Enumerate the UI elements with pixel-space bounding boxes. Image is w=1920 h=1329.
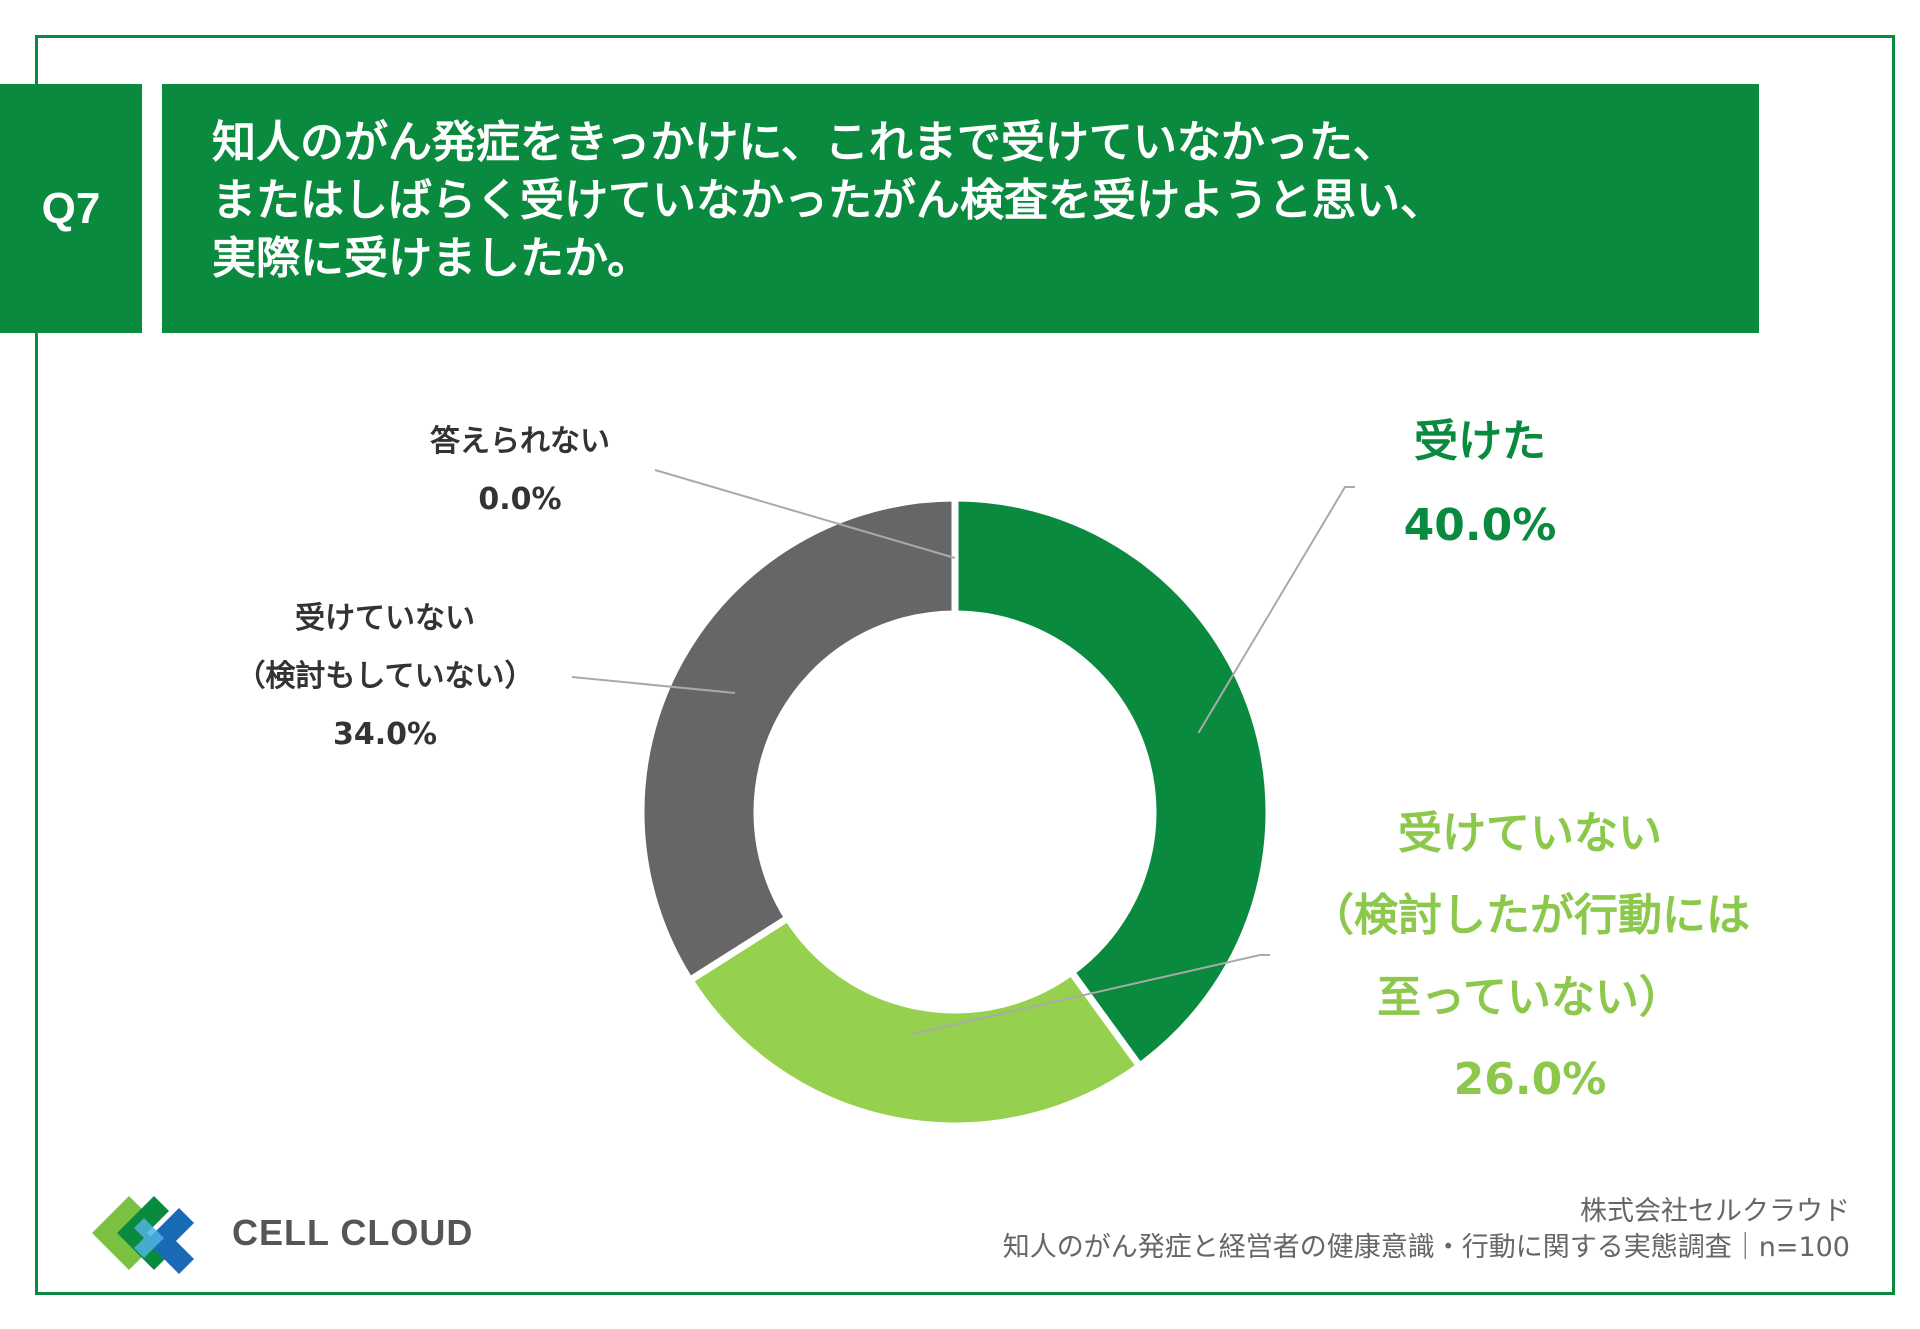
label-considered: 受けていない （検討したが行動には 至っていない） 26.0% [1290,793,1770,1121]
label-unanswered: 答えられない 0.0% [390,413,650,529]
label-unanswered-name: 答えられない [430,424,610,459]
source-company: 株式会社セルクラウド [1580,1196,1850,1227]
label-unanswered-value: 0.0% [478,482,562,517]
logo-text: CELL CLOUD [232,1212,474,1253]
label-not-considered-line-2: （検討もしていない） [235,659,535,694]
source-survey: 知人のがん発症と経営者の健康意識・行動に関する実態調査｜n=100 [1002,1232,1850,1263]
label-considered-line-1: 受けていない [1398,808,1662,859]
question-number-badge: Q7 [0,84,142,333]
slice-not-considered [637,494,959,986]
label-considered-line-2: （検討したが行動には [1310,890,1750,941]
label-received-name: 受けた [1414,416,1546,467]
source-note: 株式会社セルクラウド 知人のがん発症と経営者の健康意識・行動に関する実態調査｜n… [1003,1194,1850,1266]
question-line-1: 知人のがん発症をきっかけに、これまで受けていなかった、 [212,117,1397,168]
label-considered-value: 26.0% [1453,1054,1607,1105]
label-not-considered: 受けていない （検討もしていない） 34.0% [205,590,565,764]
label-received: 受けた 40.0% [1380,400,1580,568]
label-received-value: 40.0% [1403,500,1557,551]
slice-received [951,494,1273,1071]
cell-cloud-logo-icon [92,1196,194,1274]
slice-considered [685,913,1145,1130]
question-number: Q7 [41,183,101,233]
label-not-considered-value: 34.0% [332,717,438,752]
question-line-3: 実際に受けましたか。 [212,233,652,284]
question-line-2: またはしばらく受けていなかったがん検査を受けようと思い、 [212,175,1444,226]
leader-unanswered [654,469,956,559]
question-banner: 知人のがん発症をきっかけに、これまで受けていなかった、 またはしばらく受けていな… [162,84,1759,333]
leader-received [1197,486,1355,734]
page-frame [35,35,1895,1295]
company-logo: CELL CLOUD [84,1188,473,1278]
leader-considered [912,954,1270,1035]
leader-not-considered [571,676,736,694]
label-not-considered-line-1: 受けていない [295,601,475,636]
label-considered-line-3: 至っていない） [1377,972,1683,1023]
